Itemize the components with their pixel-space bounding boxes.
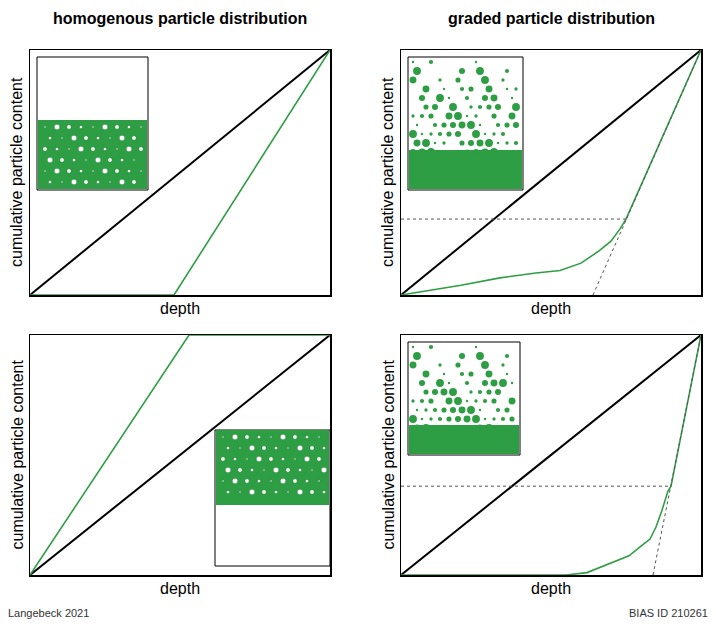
- svg-text:depth: depth: [531, 300, 571, 317]
- svg-text:depth: depth: [160, 300, 200, 317]
- svg-text:Langebeck 2021: Langebeck 2021: [8, 607, 89, 619]
- svg-text:cumulative particle content: cumulative particle content: [8, 77, 25, 267]
- svg-text:graded particle distribution: graded particle distribution: [448, 10, 655, 27]
- svg-text:cumulative particle content: cumulative particle content: [380, 360, 397, 550]
- svg-text:homogenous particle distributi: homogenous particle distribution: [53, 10, 307, 27]
- svg-text:cumulative particle content: cumulative particle content: [9, 360, 26, 550]
- svg-text:depth: depth: [531, 580, 571, 597]
- svg-text:cumulative particle content: cumulative particle content: [379, 77, 396, 267]
- svg-text:depth: depth: [160, 580, 200, 597]
- svg-text:BIAS ID 210261: BIAS ID 210261: [629, 607, 708, 619]
